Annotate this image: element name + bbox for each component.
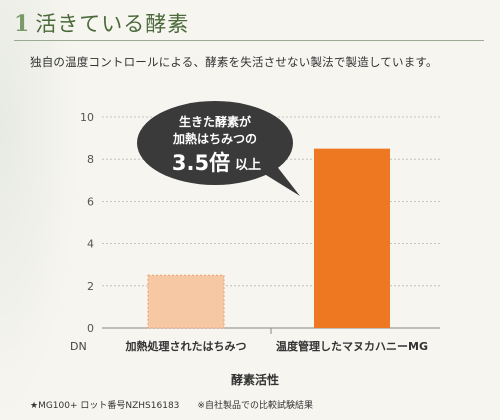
- y-tick-label: 6: [87, 195, 94, 208]
- y-axis-label: DN: [70, 340, 87, 353]
- y-tick-label: 0: [87, 322, 94, 335]
- x-category-label: 温度管理したマヌカハニーMG: [276, 339, 428, 353]
- section-title: 活きている酵素: [35, 12, 190, 36]
- callout-line2: 加熱はちみつの: [172, 131, 257, 146]
- y-tick-label: 10: [80, 111, 94, 124]
- callout-pointer: [258, 160, 300, 196]
- heading-divider: [14, 40, 484, 41]
- footnote-lot: ★MG100+ ロット番号NZHS16183: [30, 401, 180, 411]
- bar: [147, 274, 225, 329]
- y-tick-label: 8: [87, 153, 94, 166]
- footnote-note: ※自社製品での比較試験結果: [197, 401, 313, 411]
- callout-suffix: 以上: [235, 158, 261, 173]
- footnotes: ★MG100+ ロット番号NZHS16183 ※自社製品での比較試験結果: [30, 398, 313, 411]
- callout-big: 3.5倍: [172, 151, 230, 175]
- bar: [314, 148, 390, 328]
- callout-bubble: [137, 101, 293, 185]
- subtitle-text: 独自の温度コントロールによる、酵素を失活させない製法で製造しています。: [30, 55, 438, 69]
- x-axis-title: 酵素活性: [231, 372, 279, 387]
- callout-line1: 生きた酵素が: [179, 114, 251, 129]
- x-category-label: 加熱処理されたはちみつ: [125, 339, 247, 353]
- y-tick-label: 2: [87, 280, 94, 293]
- section-heading: 1 活きている酵素: [14, 8, 189, 38]
- section-number: 1: [14, 11, 30, 37]
- y-tick-label: 4: [87, 238, 94, 251]
